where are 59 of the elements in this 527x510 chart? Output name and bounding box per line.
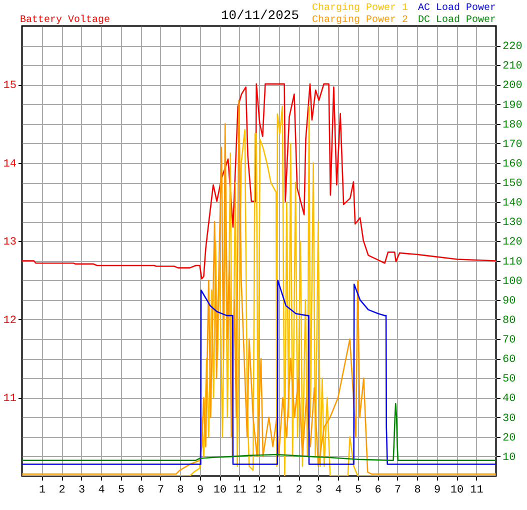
y2-tick-label: 130 <box>502 217 522 230</box>
y2-tick-label: 170 <box>502 138 522 151</box>
y2-tick-label: 140 <box>502 198 522 210</box>
x-tick-label: 2 <box>296 484 302 496</box>
y2-tick-label: 10 <box>502 452 516 464</box>
x-tick-label: 11 <box>233 484 247 496</box>
y2-tick-label: 90 <box>502 295 516 308</box>
y2-tick-label: 200 <box>502 80 522 92</box>
x-tick-label: 2 <box>58 484 66 496</box>
y2-tick-label: 100 <box>502 276 522 288</box>
y2-tick-label: 40 <box>502 393 516 406</box>
y2-tick-label: 160 <box>502 158 522 170</box>
y2-tick-label: 80 <box>502 314 516 327</box>
text: Battery Voltage <box>20 14 110 26</box>
text: Charging Power 2 <box>312 14 408 26</box>
x-tick-label: 8 <box>414 484 421 496</box>
text: AC Load Power <box>418 2 496 14</box>
x-tick-label: 5 <box>118 484 125 496</box>
y2-tick-label: 20 <box>502 432 516 444</box>
x-tick-label: 10 <box>213 484 227 496</box>
y2-tick-label: 180 <box>502 119 522 132</box>
line-series <box>22 83 496 280</box>
line-series <box>22 402 496 461</box>
x-tick-label: 3 <box>315 484 322 496</box>
x-tick-label: 6 <box>138 484 144 496</box>
x-tick-label: 5 <box>354 484 362 496</box>
y2-tick-label: 120 <box>502 236 522 249</box>
x-tick-label: 8 <box>177 484 184 496</box>
x-tick-label: 10 <box>450 484 464 496</box>
text: Charging Power 1 <box>312 2 408 14</box>
x-tick-label: 6 <box>374 484 382 496</box>
y2-tick-label: 150 <box>502 178 522 190</box>
x-tick-label: 11 <box>470 484 484 496</box>
y-tick-label: 12 <box>3 314 16 327</box>
x-tick-label: 9 <box>196 484 204 496</box>
y-tick-label: 13 <box>3 236 16 249</box>
y-tick-label: 15 <box>3 80 16 92</box>
y-tick-label: 14 <box>3 158 17 170</box>
x-tick-label: 3 <box>78 484 86 496</box>
x-tick-label: 12 <box>252 484 266 496</box>
y2-tick-label: 220 <box>502 41 522 54</box>
y2-tick-label: 110 <box>502 256 522 268</box>
line-series <box>22 280 496 465</box>
x-tick-label: 9 <box>434 484 441 496</box>
x-tick-label: 4 <box>98 484 106 496</box>
y2-tick-label: 210 <box>502 60 522 73</box>
chart-title: 10/11/2025 <box>220 8 300 23</box>
y-tick-label: 11 <box>3 393 17 406</box>
text: DC Load Power <box>418 14 496 26</box>
y2-tick-label: 70 <box>502 334 516 347</box>
x-tick-label: 7 <box>157 484 164 496</box>
x-tick-label: 1 <box>276 484 283 496</box>
x-tick-label: 1 <box>38 484 46 496</box>
y2-tick-label: 190 <box>502 100 522 112</box>
y2-tick-label: 30 <box>502 412 516 425</box>
y2-tick-label: 60 <box>502 354 516 366</box>
x-tick-label: 7 <box>394 484 402 496</box>
y2-tick-label: 50 <box>502 374 516 386</box>
x-tick-label: 4 <box>335 484 342 496</box>
